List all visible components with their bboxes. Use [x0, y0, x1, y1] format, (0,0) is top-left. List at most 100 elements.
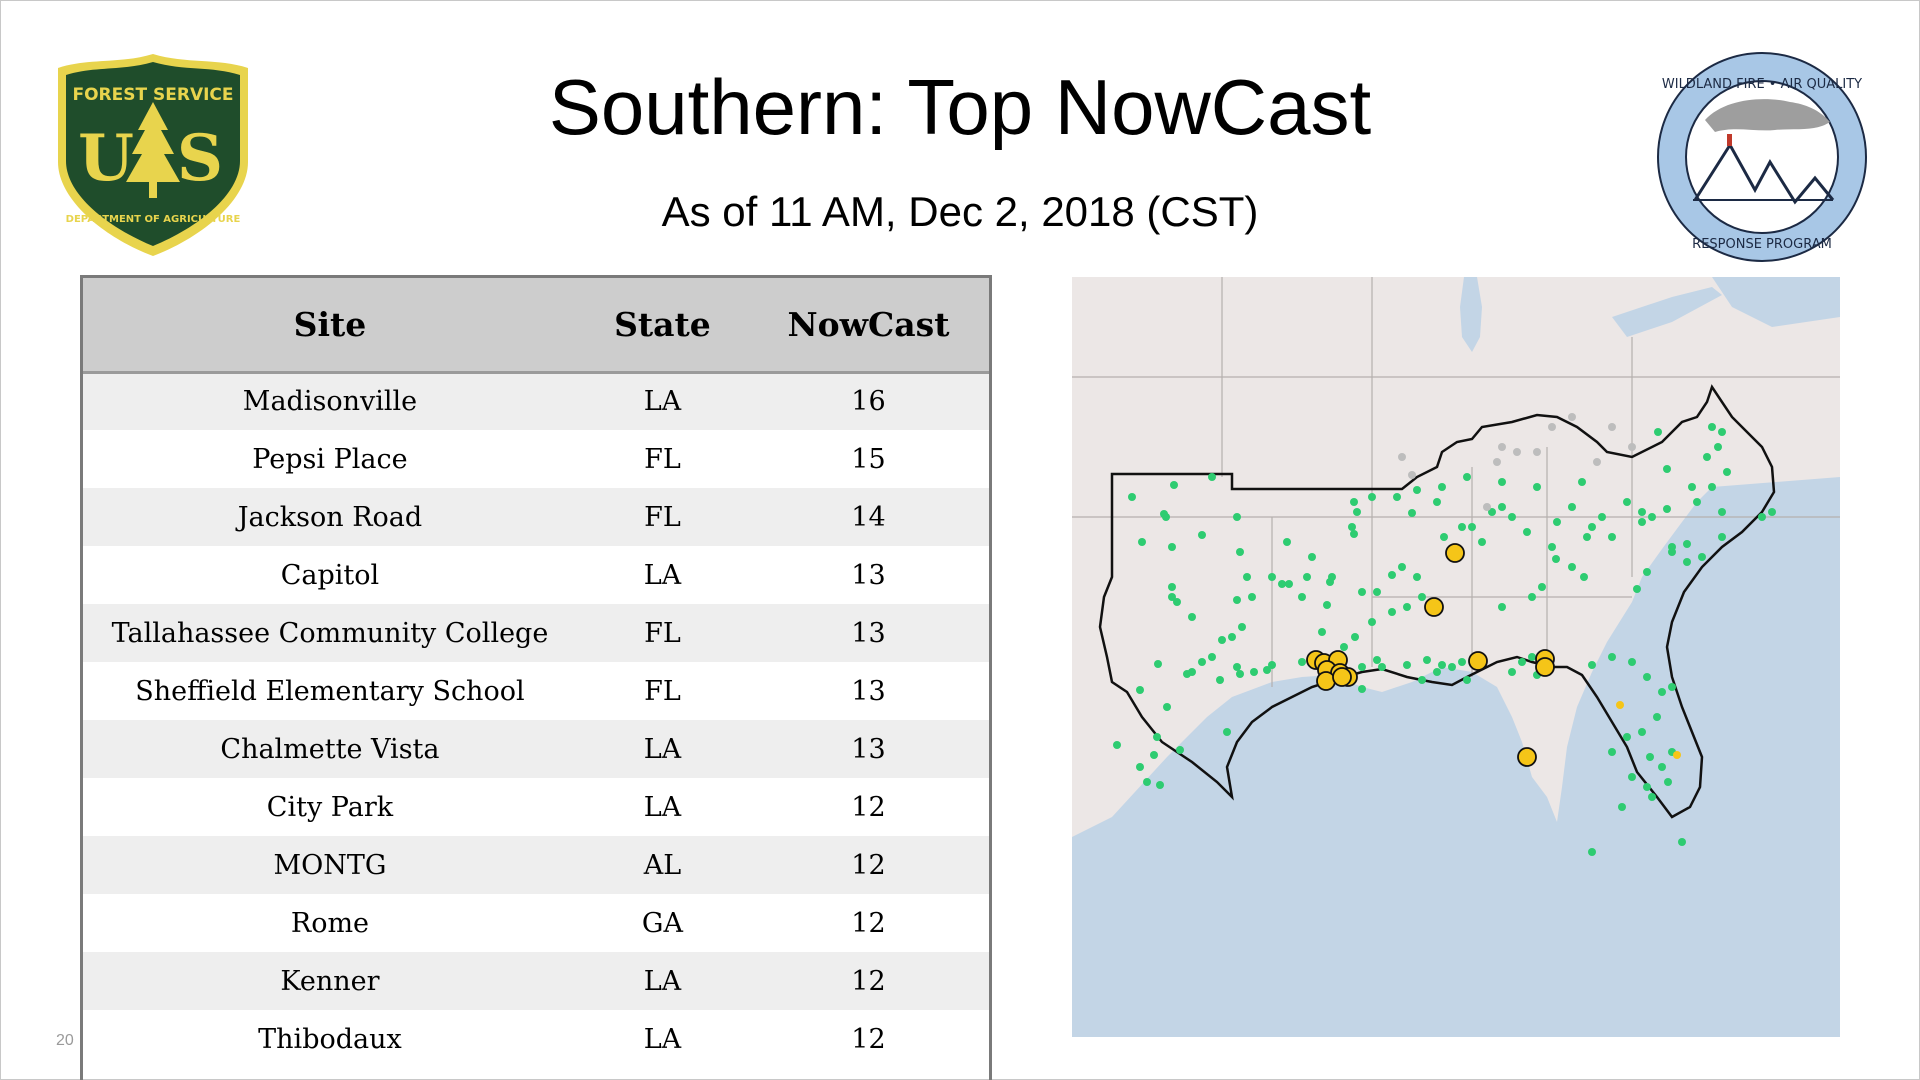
cell-site: Rome [290, 907, 370, 939]
cell-site: Tallahassee Community College [111, 617, 549, 649]
monitor-dot-good [1578, 478, 1586, 486]
monitor-dot-good [1168, 593, 1176, 601]
header-site: Site [293, 304, 367, 344]
table-row: Kenner LA 12 [83, 952, 989, 1010]
monitor-dot-good [1198, 658, 1206, 666]
monitor-dot-good [1440, 533, 1448, 541]
cell-site: MONTG [273, 849, 387, 881]
monitor-dot-good [1628, 773, 1636, 781]
table-row: Madisonville LA 16 [83, 372, 989, 430]
monitor-dot-good [1638, 728, 1646, 736]
monitor-dot-good [1588, 848, 1596, 856]
lake-michigan [1460, 277, 1482, 352]
cell-state: LA [643, 965, 682, 997]
monitor-dot-good [1463, 473, 1471, 481]
cell-nowcast: 13 [851, 617, 886, 649]
monitor-dot-good [1693, 498, 1701, 506]
monitor-dot-good [1243, 573, 1251, 581]
table-row: Sheffield Elementary School FL 13 [83, 662, 989, 720]
monitor-dot-good [1508, 668, 1516, 676]
table-row: Capitol LA 13 [83, 546, 989, 604]
monitor-dot-good [1618, 803, 1626, 811]
monitor-dot-good [1285, 580, 1293, 588]
monitor-dot-good [1703, 453, 1711, 461]
monitor-dot-good [1268, 573, 1276, 581]
monitor-dot-good [1138, 538, 1146, 546]
monitor-dot-good [1458, 523, 1466, 531]
cell-state: FL [644, 617, 681, 649]
monitor-marker-top-nowcast [1468, 651, 1488, 671]
monitor-dot-no-data [1628, 443, 1636, 451]
monitor-dot-good [1458, 658, 1466, 666]
monitor-dot-good [1648, 793, 1656, 801]
monitor-dot-good [1143, 778, 1151, 786]
monitor-dot-good [1418, 676, 1426, 684]
monitor-dot-good [1340, 643, 1348, 651]
monitor-dot-good [1248, 593, 1256, 601]
monitor-dot-good [1678, 838, 1686, 846]
monitor-dot-good [1538, 583, 1546, 591]
monitor-dot-good [1373, 588, 1381, 596]
monitor-dot-good [1588, 661, 1596, 669]
monitor-dot-good [1163, 703, 1171, 711]
monitor-dot-good [1136, 763, 1144, 771]
monitor-dot-good [1548, 543, 1556, 551]
monitor-dot-good [1523, 528, 1531, 536]
monitor-dot-good [1398, 563, 1406, 571]
monitor-dot-good [1633, 585, 1641, 593]
monitor-dot-good [1168, 583, 1176, 591]
monitor-dot-good [1208, 473, 1216, 481]
monitor-dot-good [1268, 661, 1276, 669]
monitor-dot-good [1176, 746, 1184, 754]
svg-text:U: U [78, 121, 134, 196]
slide-subtitle: As of 11 AM, Dec 2, 2018 (CST) [661, 188, 1259, 235]
monitor-dot-good [1658, 763, 1666, 771]
monitor-dot-good [1433, 668, 1441, 676]
monitor-dot-good [1663, 465, 1671, 473]
monitor-dot-good [1188, 668, 1196, 676]
cell-nowcast: 12 [851, 907, 886, 939]
monitor-dot-good [1552, 555, 1560, 563]
monitor-dot-no-data [1483, 503, 1491, 511]
monitor-dot-good [1238, 623, 1246, 631]
monitor-dot-good [1403, 661, 1411, 669]
monitor-marker-top-nowcast [1316, 671, 1336, 691]
monitor-dot-good [1448, 663, 1456, 671]
cell-nowcast: 13 [851, 675, 886, 707]
monitor-dot-good [1323, 601, 1331, 609]
monitor-dot-good [1608, 653, 1616, 661]
monitor-dot-no-data [1568, 413, 1576, 421]
monitor-dot-good [1413, 486, 1421, 494]
monitor-dot-good [1278, 580, 1286, 588]
cell-nowcast: 13 [851, 559, 886, 591]
monitor-dot-good [1170, 481, 1178, 489]
monitor-dot-no-data [1493, 458, 1501, 466]
monitor-dot-good [1298, 658, 1306, 666]
monitor-dot-good [1638, 508, 1646, 516]
table-row: Chalmette Vista LA 13 [83, 720, 989, 778]
monitor-dot-good [1348, 523, 1356, 531]
monitor-dot-good [1648, 513, 1656, 521]
monitor-dot-good [1188, 613, 1196, 621]
page-number: 20 [56, 1032, 74, 1049]
cell-state: LA [643, 386, 682, 418]
monitor-marker-top-nowcast [1535, 657, 1555, 677]
monitor-dot-good [1723, 468, 1731, 476]
monitor-dot-good [1162, 513, 1170, 521]
monitor-dot-good [1580, 573, 1588, 581]
svg-text:WILDLAND FIRE • AIR QUALITY: WILDLAND FIRE • AIR QUALITY [1662, 77, 1862, 92]
monitor-dot-good [1233, 596, 1241, 604]
monitor-dot-good [1643, 673, 1651, 681]
monitor-dot-good [1608, 533, 1616, 541]
cell-site: Sheffield Elementary School [135, 675, 525, 707]
monitor-dot-good [1328, 573, 1336, 581]
monitor-dot-good [1263, 666, 1271, 674]
lake-erie [1612, 287, 1722, 337]
monitor-dot-good [1498, 603, 1506, 611]
cell-site: Thibodaux [258, 1023, 402, 1055]
monitor-dot-good [1228, 633, 1236, 641]
lake-ontario [1712, 277, 1840, 327]
monitor-dot-good [1318, 628, 1326, 636]
monitor-dot-good [1156, 781, 1164, 789]
monitor-dot-good [1113, 741, 1121, 749]
